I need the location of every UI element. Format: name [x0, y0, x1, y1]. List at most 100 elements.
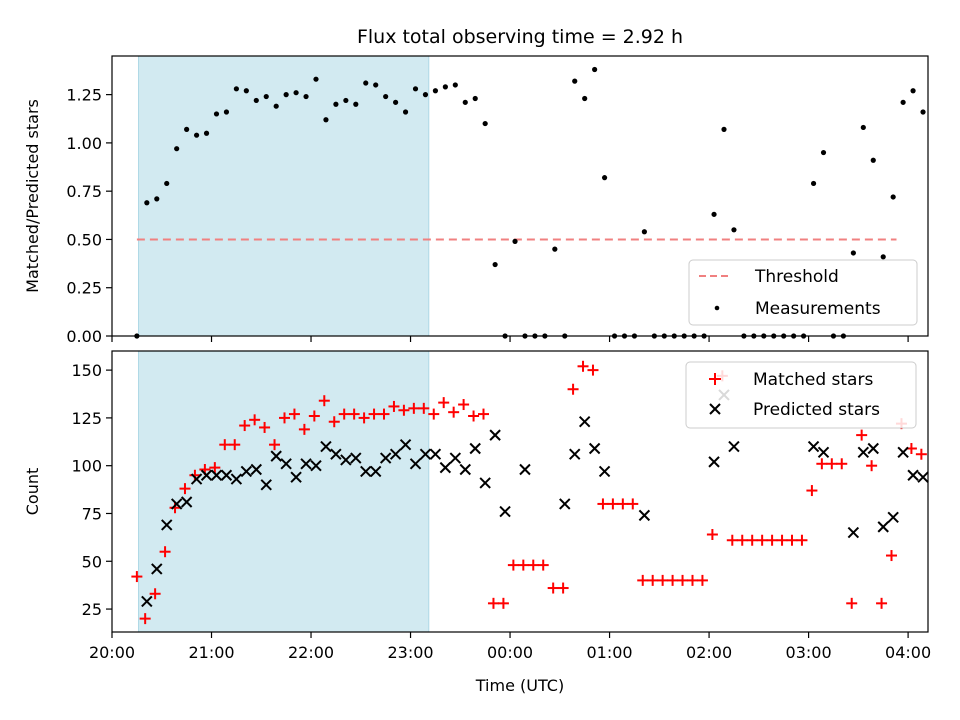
x-tick-label: 20:00	[89, 643, 135, 662]
x-tick-label: 21:00	[188, 643, 234, 662]
measurement-point	[303, 93, 309, 100]
y-tick-label: 125	[71, 409, 102, 428]
predicted-star-point	[180, 496, 193, 508]
bottom-legend-box	[685, 361, 917, 429]
matched-star-point	[736, 534, 748, 546]
measurement-point	[373, 82, 379, 88]
predicted-star-point	[161, 519, 173, 531]
matched-star-point	[189, 469, 201, 481]
predicted-star-point	[360, 465, 372, 478]
measurement-point	[363, 80, 369, 86]
predicted-star-point	[459, 463, 471, 476]
matched-star-point	[259, 421, 271, 433]
matched-star-point	[159, 546, 171, 558]
matched-star-point	[557, 582, 569, 594]
matched-star-point	[348, 408, 360, 420]
matched-star-point	[826, 458, 838, 470]
predicted-star-point	[638, 509, 651, 522]
measurement-point	[432, 88, 439, 94]
predicted-star-point	[300, 458, 312, 470]
bottom-legend: Matched stars Predicted stars	[685, 361, 917, 429]
predicted-star-point	[170, 498, 183, 510]
measurement-point	[154, 196, 160, 202]
measurement-point	[910, 88, 916, 94]
matched-star-point	[657, 574, 669, 586]
top-y-axis-label: Matched/Predicted stars	[23, 99, 42, 293]
matched-star-point	[139, 613, 151, 625]
predicted-star-point	[499, 505, 511, 518]
x-tick-label: 04:00	[885, 643, 931, 662]
matched-star-point	[408, 402, 420, 414]
predicted-star-point	[449, 452, 462, 464]
predicted-star-point	[907, 469, 919, 481]
predicted-star-point	[728, 440, 740, 453]
matched-star-point	[587, 364, 599, 376]
matched-star-point	[149, 588, 161, 600]
measurement-point	[512, 238, 518, 244]
measurement-point	[711, 211, 717, 217]
matched-star-point	[428, 408, 440, 420]
measurement-point	[184, 126, 190, 132]
measurement-point	[552, 246, 558, 252]
predicted-star-point	[399, 438, 412, 451]
matched-star-point	[915, 448, 927, 460]
measurement-point	[920, 109, 926, 115]
predicted-star-point	[598, 465, 611, 478]
measurement-point	[383, 93, 389, 100]
y-tick-label: 0.50	[66, 230, 102, 249]
x-tick-label: 22:00	[288, 643, 334, 662]
measurement-point	[273, 103, 279, 109]
predicted-star-point	[897, 446, 909, 459]
predicted-star-point	[559, 498, 571, 510]
matched-star-point	[836, 458, 848, 470]
predicted-star-point	[379, 452, 392, 464]
predicted-legend-label: Predicted stars	[753, 400, 880, 420]
matched-star-point	[288, 408, 300, 420]
measurement-point	[592, 66, 598, 73]
predicted-star-point	[270, 450, 282, 462]
observing-window-shade	[138, 55, 430, 337]
measurement-point	[243, 88, 249, 94]
matched-star-point	[229, 439, 241, 451]
matched-star-point	[358, 412, 370, 424]
matched-star-point	[796, 534, 808, 546]
matched-star-point	[169, 502, 181, 514]
predicted-star-point	[817, 446, 830, 459]
matched-star-point	[617, 498, 629, 510]
matched-star-point	[856, 429, 868, 441]
measurement-point	[293, 90, 299, 96]
predicted-star-point	[479, 477, 491, 489]
measurement-point	[582, 95, 588, 102]
predicted-star-point	[190, 473, 203, 485]
predicted-star-point	[240, 465, 253, 478]
y-tick-label: 1.25	[66, 86, 102, 105]
matched-star-point	[537, 559, 549, 571]
matched-star-point	[547, 582, 559, 594]
x-axis-label: Time (UTC)	[475, 676, 564, 695]
predicted-star-point	[807, 440, 820, 453]
predicted-star-point	[708, 456, 720, 468]
matched-star-point	[448, 406, 460, 418]
matched-star-point	[696, 574, 708, 586]
y-tick-label: 0.25	[66, 279, 102, 298]
predicted-star-point	[260, 479, 272, 491]
predicted-star-point	[389, 448, 402, 460]
matched-star-point	[746, 534, 758, 546]
bottom-panel: 20:00 21:00 22:00 23:00 00:00 01:00 02:00 03:00…	[23, 350, 931, 662]
matched-star-point	[278, 412, 290, 424]
predicted-star-point	[290, 471, 302, 483]
matched-star-point	[239, 420, 251, 432]
measurement-point	[343, 97, 349, 104]
measurement-point	[164, 180, 170, 187]
predicted-star-point	[489, 429, 501, 441]
matched-star-point	[368, 408, 380, 420]
y-tick-label: 1.00	[66, 134, 102, 153]
matched-star-point	[269, 439, 281, 451]
measurement-point	[492, 261, 498, 268]
matched-star-point	[876, 597, 888, 609]
predicted-star-point	[578, 416, 591, 428]
predicted-star-point	[867, 442, 879, 455]
predicted-star-point	[429, 448, 442, 460]
predicted-legend-swatch	[709, 403, 721, 415]
predicted-star-point	[151, 563, 163, 575]
